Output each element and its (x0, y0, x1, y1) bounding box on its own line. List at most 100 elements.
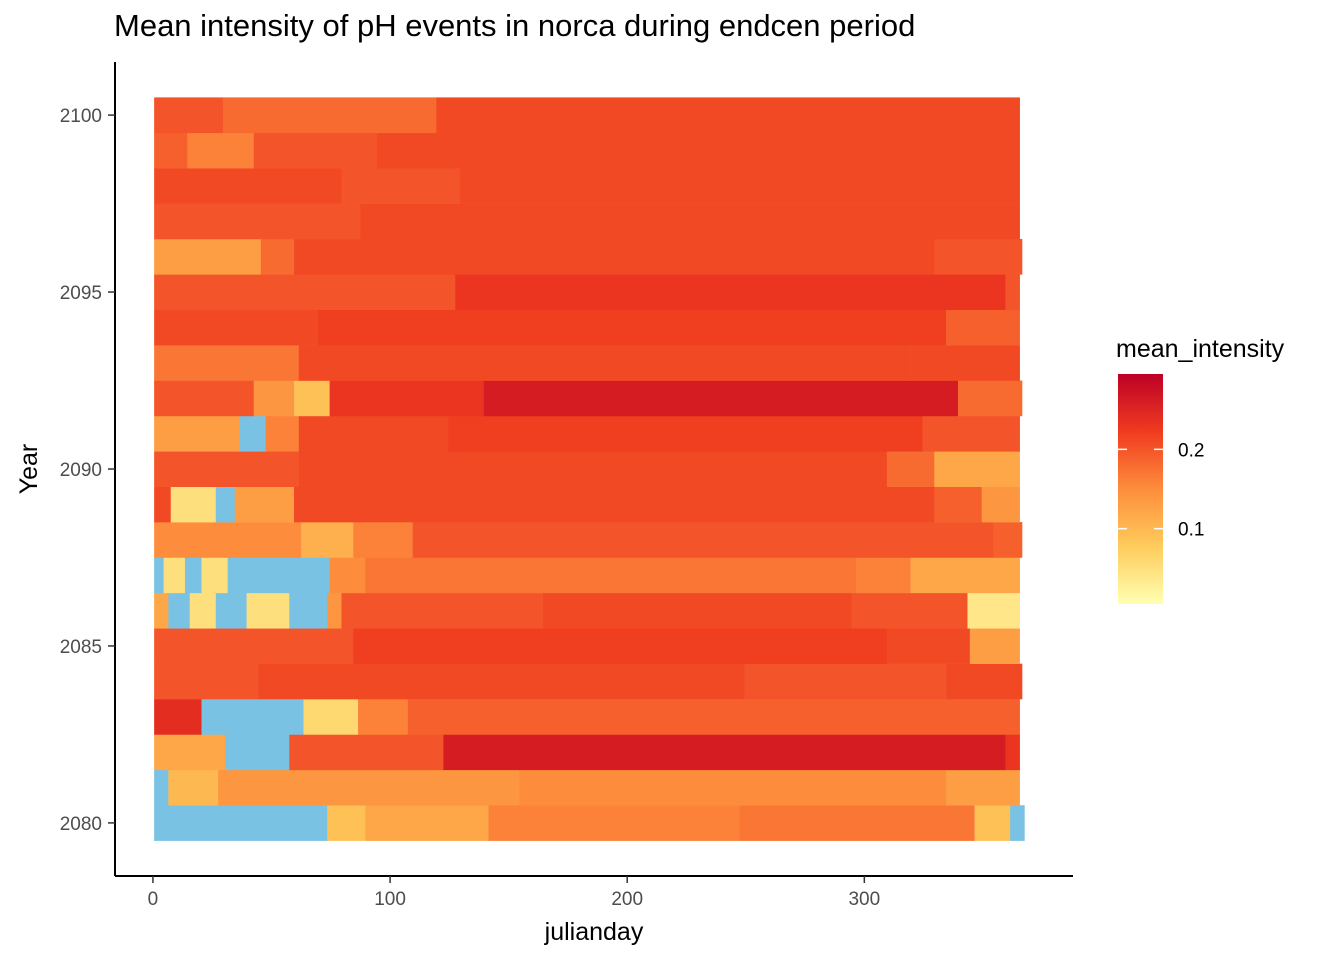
chart-title: Mean intensity of pH events in norca dur… (114, 8, 916, 43)
y-axis-title: Year (15, 444, 43, 495)
heatmap-tile (168, 592, 190, 629)
heatmap-tile (946, 663, 1023, 700)
legend: mean_intensity 0.1 0.2 (1116, 335, 1285, 604)
heatmap-tile (341, 592, 544, 629)
heatmap-tile (265, 415, 300, 452)
heatmap-tile (215, 486, 236, 523)
heatmap-tile (412, 522, 994, 558)
heatmap-row (154, 380, 1023, 417)
heatmap-row (154, 132, 1020, 169)
heatmap-row (154, 592, 1020, 629)
x-tick-label: 300 (848, 889, 880, 910)
axes: 0 100 200 300 2080 2085 2090 2095 2100 julianday Y… (15, 62, 1073, 946)
heatmap-tile (154, 238, 262, 275)
heatmap-tile (154, 734, 226, 771)
heatmap-tile (407, 699, 1020, 735)
heatmap-tile (154, 628, 354, 664)
heatmap-tile (184, 557, 202, 594)
heatmap-tile (946, 769, 1020, 806)
y-tick-label: 2090 (60, 460, 102, 481)
heatmap-tile (154, 769, 169, 806)
heatmap-tile (154, 699, 202, 735)
heatmap-tile (303, 699, 359, 735)
heatmap-tile (154, 274, 456, 311)
heatmap-tile (239, 415, 266, 452)
heatmap-tile (1005, 734, 1020, 771)
heatmap-row (154, 628, 1020, 664)
heatmap-tile (957, 380, 1023, 417)
heatmap-tile (934, 451, 1020, 487)
heatmap-tile (298, 345, 911, 381)
heatmap-tile (298, 451, 888, 487)
heatmap-tile (154, 203, 361, 240)
heatmap-tile (301, 522, 354, 558)
heatmap-tile (154, 97, 224, 134)
heatmap-tile (154, 592, 169, 629)
heatmap-tile (215, 592, 247, 629)
heatmap-row (154, 486, 1020, 523)
heatmap-tile (234, 486, 295, 523)
heatmap-tile (365, 557, 857, 594)
heatmap-tile (187, 132, 255, 169)
heatmap-row (154, 769, 1020, 806)
heatmap-row (154, 309, 1020, 346)
heatmap-tile (154, 451, 300, 487)
heatmap-tile (460, 168, 1020, 204)
heatmap-tile (519, 769, 947, 806)
heatmap-tile (225, 734, 290, 771)
heatmap-tile (154, 380, 255, 417)
heatmap-tile (353, 628, 888, 664)
heatmap-row (154, 451, 1020, 487)
heatmap-tile (360, 203, 1020, 240)
x-tick-label: 100 (374, 889, 406, 910)
heatmap-tile (218, 769, 520, 806)
heatmap-tile (910, 557, 1020, 594)
heatmap-tile (739, 805, 975, 841)
heatmap-tile (993, 522, 1023, 558)
heatmap-row (154, 734, 1020, 771)
heatmap-tile (154, 168, 342, 204)
heatmap-tile (222, 97, 437, 134)
heatmap-tile (154, 522, 302, 558)
heatmap-tile (168, 769, 219, 806)
heatmap-tile (329, 557, 366, 594)
heatmap-row (154, 557, 1020, 594)
heatmap-tile (289, 734, 444, 771)
heatmap-tile (154, 486, 172, 523)
heatmap-tile (289, 592, 328, 629)
heatmap-tile (934, 486, 983, 523)
legend-tick-label: 0.1 (1178, 520, 1204, 541)
y-tick-label: 2085 (60, 637, 102, 658)
heatmap-tile (448, 415, 923, 452)
heatmap-row (154, 699, 1020, 735)
heatmap-tile (253, 132, 378, 169)
heatmap-tile (329, 380, 485, 417)
heatmap-tile (1010, 805, 1025, 841)
heatmap-tile (201, 699, 304, 735)
heatmap-tile (922, 415, 1020, 452)
heatmap-tile (189, 592, 217, 629)
heatmap-tile (969, 628, 1020, 664)
heatmap-row (154, 415, 1020, 452)
heatmap-tile (258, 663, 745, 700)
heatmap-tile (163, 557, 186, 594)
heatmap-tile (327, 592, 342, 629)
heatmap-tile (455, 274, 1006, 311)
heatmap-tile (436, 97, 1020, 134)
heatmap-tile (294, 238, 935, 275)
heatmap-tile (154, 663, 259, 700)
heatmap-row (154, 345, 1020, 381)
x-tick-label: 200 (611, 889, 643, 910)
heatmap-tile (483, 380, 959, 417)
y-tick-label: 2100 (60, 106, 102, 127)
heatmap-tile (298, 415, 449, 452)
heatmap-tile (154, 415, 240, 452)
heatmap-tile (154, 309, 319, 346)
heatmap-tile (744, 663, 947, 700)
legend-title: mean_intensity (1116, 335, 1285, 363)
heatmap-tile (327, 805, 366, 841)
heatmap-tile (886, 628, 971, 664)
heatmap-tiles (154, 97, 1025, 841)
heatmap-tile (974, 805, 1011, 841)
